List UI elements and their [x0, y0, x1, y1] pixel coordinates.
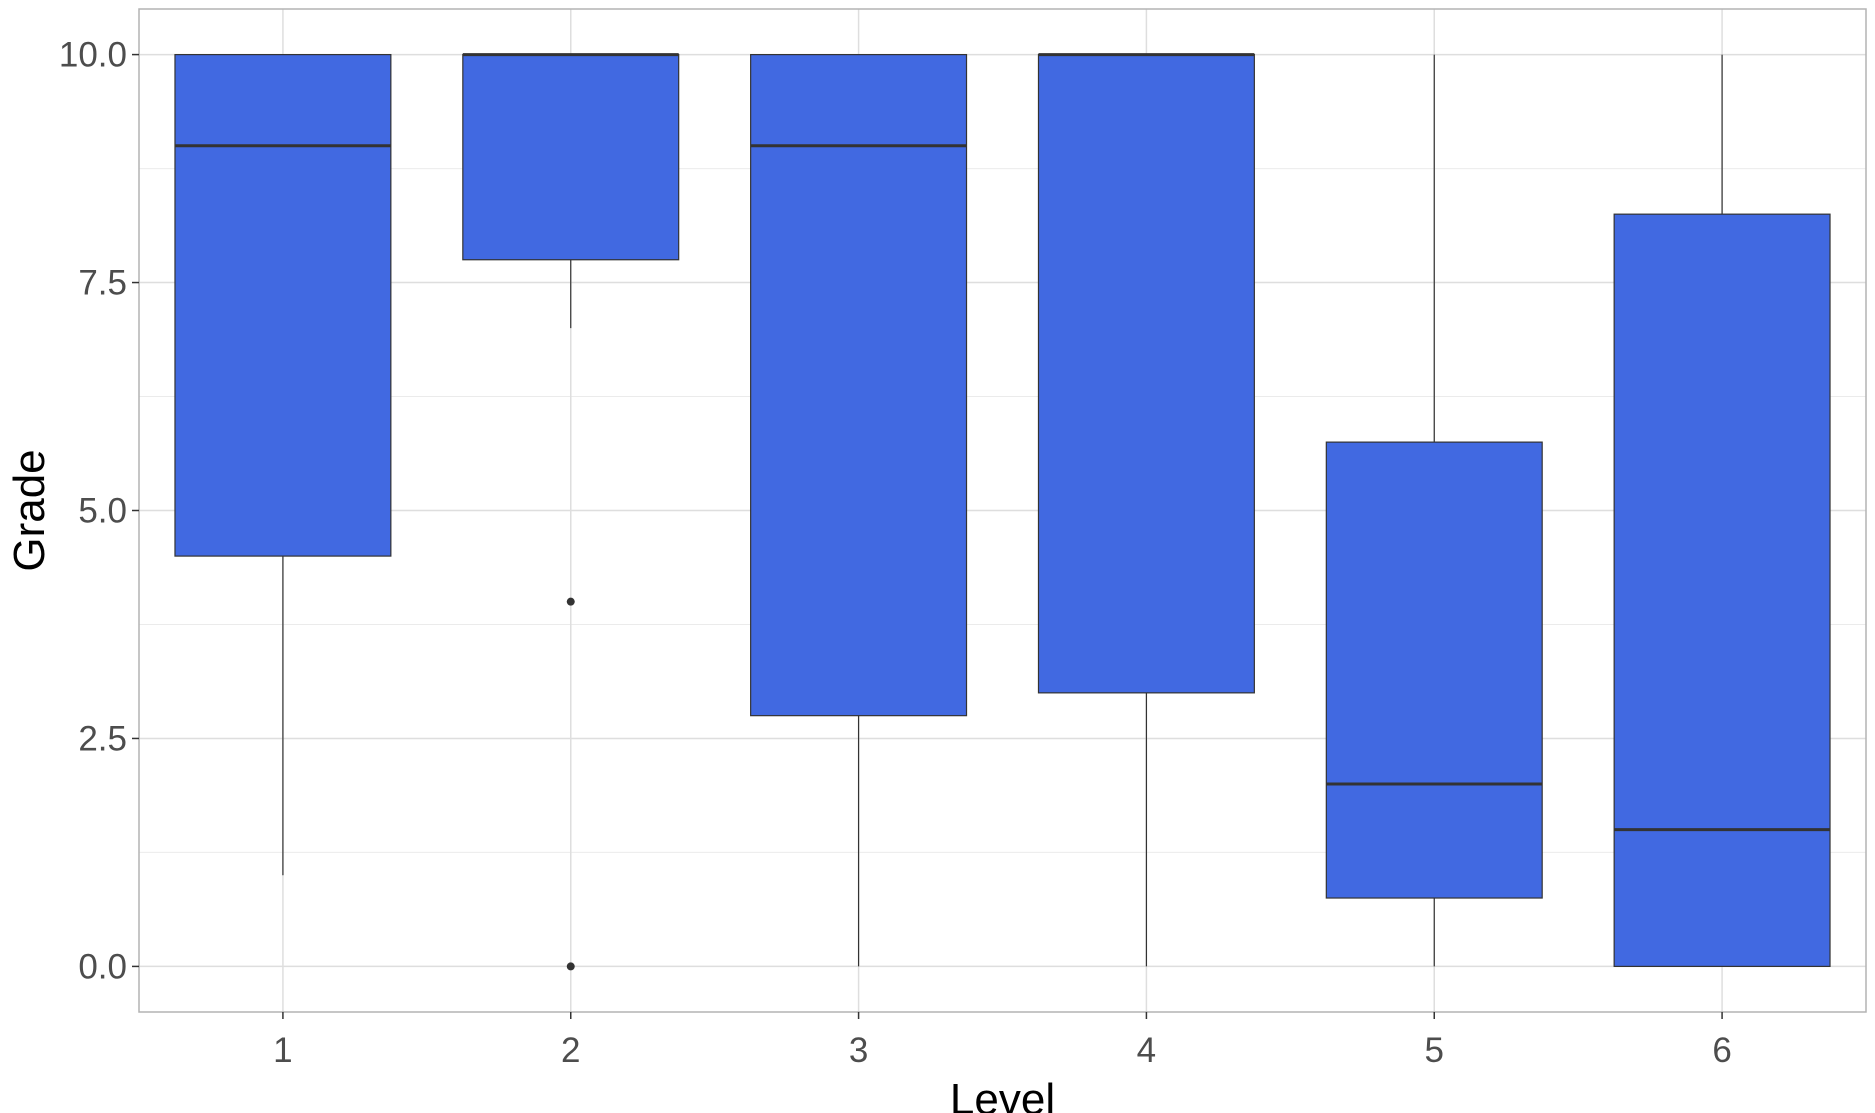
x-tick-label: 4: [1137, 1031, 1156, 1070]
y-tick-labels: 0.0 2.5 5.0 7.5 10.0: [59, 36, 139, 986]
x-tick-label: 2: [561, 1031, 580, 1070]
y-axis-title: Grade: [5, 449, 54, 571]
grid-lines: [139, 9, 1866, 1012]
x-tick-label: 3: [849, 1031, 868, 1070]
box: [750, 53, 968, 717]
box-level-2: [462, 53, 680, 971]
box: [1325, 441, 1543, 899]
box-level-1: [174, 53, 392, 876]
box-level-3: [750, 53, 968, 967]
box-level-5: [1325, 54, 1543, 967]
y-tick-label: 7.5: [78, 264, 127, 303]
x-tick-label: 5: [1425, 1031, 1444, 1070]
outlier-point: [566, 962, 575, 971]
box-level-4: [1037, 53, 1255, 967]
outlier-point: [566, 597, 575, 606]
box: [1037, 53, 1255, 694]
box: [174, 53, 392, 557]
box: [1613, 213, 1831, 968]
x-tick-labels: 1 2 3 4 5 6: [273, 1012, 1732, 1070]
x-axis-title: Level: [950, 1075, 1055, 1113]
x-tick-label: 6: [1712, 1031, 1731, 1070]
x-tick-label: 1: [273, 1031, 292, 1070]
y-tick-label: 5.0: [78, 492, 127, 531]
y-tick-label: 2.5: [78, 719, 127, 758]
y-tick-label: 0.0: [78, 947, 127, 986]
box-layer: [174, 53, 1831, 971]
y-tick-label: 10.0: [59, 36, 127, 75]
box-level-6: [1613, 54, 1831, 968]
box: [462, 53, 680, 261]
